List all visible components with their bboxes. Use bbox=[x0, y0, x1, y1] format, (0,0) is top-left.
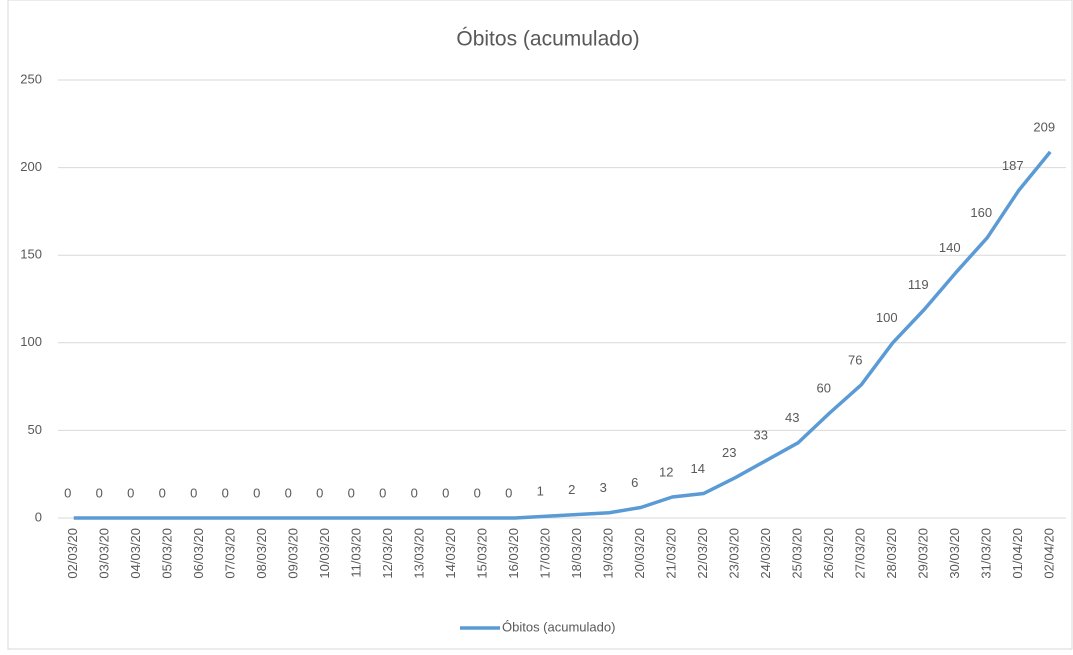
x-tick-label: 14/03/20 bbox=[443, 528, 458, 579]
x-tick-label: 05/03/20 bbox=[160, 528, 175, 579]
y-tick-label: 0 bbox=[35, 509, 42, 524]
x-tick-label: 31/03/20 bbox=[979, 528, 994, 579]
x-tick-label: 06/03/20 bbox=[191, 528, 206, 579]
x-tick-label: 16/03/20 bbox=[506, 528, 521, 579]
data-label: 43 bbox=[785, 410, 799, 425]
x-tick-label: 29/03/20 bbox=[916, 528, 931, 579]
data-label: 119 bbox=[908, 277, 929, 292]
chart-border bbox=[7, 0, 1073, 650]
x-tick-label: 09/03/20 bbox=[286, 528, 301, 579]
data-label: 187 bbox=[1002, 158, 1024, 173]
data-label: 209 bbox=[1033, 119, 1055, 134]
x-tick-label: 02/04/20 bbox=[1042, 528, 1057, 579]
y-tick-label: 200 bbox=[20, 159, 42, 174]
x-tick-label: 24/03/20 bbox=[758, 528, 773, 579]
y-tick-label: 50 bbox=[28, 422, 42, 437]
x-tick-label: 20/03/20 bbox=[632, 528, 647, 579]
data-label: 0 bbox=[159, 485, 166, 500]
x-tick-label: 23/03/20 bbox=[727, 528, 742, 579]
data-label: 140 bbox=[939, 240, 961, 255]
x-tick-label: 11/03/20 bbox=[349, 528, 364, 578]
x-tick-label: 18/03/20 bbox=[569, 528, 584, 579]
data-label: 14 bbox=[691, 461, 705, 476]
data-label: 0 bbox=[190, 485, 197, 500]
data-label: 0 bbox=[64, 485, 71, 500]
x-tick-label: 07/03/20 bbox=[223, 528, 238, 579]
data-label: 0 bbox=[505, 485, 512, 500]
x-tick-label: 02/03/20 bbox=[65, 528, 80, 579]
data-label: 0 bbox=[96, 485, 103, 500]
data-label: 12 bbox=[659, 464, 673, 479]
x-tick-label: 04/03/20 bbox=[128, 528, 143, 579]
x-tick-label: 25/03/20 bbox=[790, 528, 805, 579]
data-label: 76 bbox=[848, 352, 862, 367]
legend-label: Óbitos (acumulado) bbox=[502, 619, 615, 634]
data-label: 3 bbox=[600, 480, 607, 495]
data-label: 1 bbox=[537, 484, 544, 499]
x-tick-label: 26/03/20 bbox=[821, 528, 836, 579]
x-tick-label: 03/03/20 bbox=[97, 528, 112, 579]
data-label: 0 bbox=[474, 485, 481, 500]
x-tick-label: 21/03/20 bbox=[664, 528, 679, 579]
x-tick-label: 01/04/20 bbox=[1010, 528, 1025, 579]
data-label: 33 bbox=[754, 428, 768, 443]
data-label: 23 bbox=[722, 445, 736, 460]
x-tick-label: 17/03/20 bbox=[538, 528, 553, 579]
data-label: 0 bbox=[127, 485, 134, 500]
x-tick-label: 10/03/20 bbox=[317, 528, 332, 579]
data-label: 0 bbox=[411, 485, 418, 500]
data-label: 0 bbox=[442, 485, 449, 500]
chart-title: Óbitos (acumulado) bbox=[456, 28, 639, 51]
y-tick-label: 150 bbox=[20, 247, 42, 262]
data-label: 100 bbox=[876, 310, 898, 325]
x-tick-label: 28/03/20 bbox=[884, 528, 899, 579]
data-label: 0 bbox=[253, 485, 260, 500]
data-label: 6 bbox=[631, 475, 638, 490]
data-label: 0 bbox=[348, 485, 355, 500]
x-tick-label: 19/03/20 bbox=[601, 528, 616, 579]
x-tick-label: 13/03/20 bbox=[412, 528, 427, 579]
data-label: 160 bbox=[970, 205, 992, 220]
x-tick-label: 15/03/20 bbox=[475, 528, 490, 579]
data-label: 0 bbox=[222, 485, 229, 500]
data-label: 0 bbox=[316, 485, 323, 500]
x-tick-label: 08/03/20 bbox=[254, 528, 269, 579]
x-tick-label: 30/03/20 bbox=[947, 528, 962, 579]
data-label: 2 bbox=[568, 482, 575, 497]
x-tick-label: 27/03/20 bbox=[853, 528, 868, 579]
y-tick-label: 250 bbox=[20, 71, 42, 86]
x-tick-label: 12/03/20 bbox=[380, 528, 395, 579]
data-label: 0 bbox=[379, 485, 386, 500]
data-label: 0 bbox=[285, 485, 292, 500]
data-label: 60 bbox=[817, 380, 831, 395]
series-line bbox=[73, 150, 1052, 520]
y-tick-label: 100 bbox=[20, 334, 42, 349]
x-tick-label: 22/03/20 bbox=[695, 528, 710, 579]
